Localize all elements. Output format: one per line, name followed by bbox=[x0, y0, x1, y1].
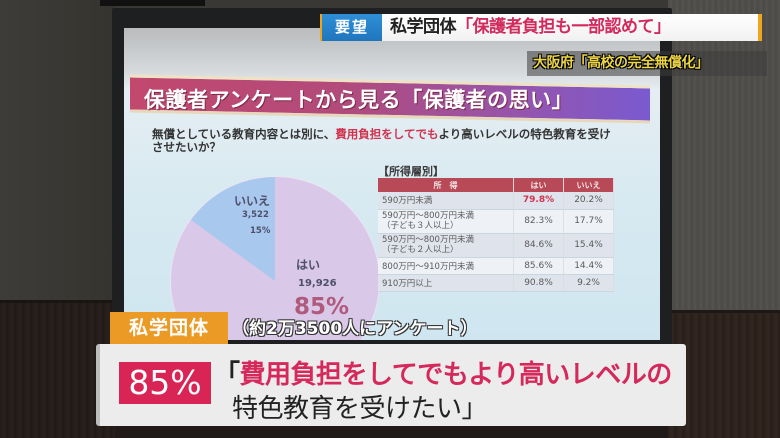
income-cell: 590万円〜800万円未満 （子ども２人以上） bbox=[378, 233, 514, 258]
headline-quote: 「保護者負担も一部認めて」 bbox=[456, 17, 671, 37]
table-row: 590万円未満 79.8% 20.2% bbox=[378, 192, 614, 210]
wall-panel-left bbox=[0, 300, 115, 438]
yes-cell: 79.8% bbox=[513, 192, 564, 210]
income-line2: （子ども２人以上） bbox=[382, 245, 459, 255]
table-row: 910万円以上 90.8% 9.2% bbox=[378, 274, 614, 292]
income-cell: 590万円〜800万円未満 （子ども３人以上） bbox=[378, 209, 514, 234]
income-cell: 590万円未満 bbox=[378, 192, 514, 210]
caption-line-1: 「費用負担をしてでもより高いレベルの bbox=[214, 354, 672, 391]
pie-yes-count: 19,926 bbox=[298, 278, 337, 289]
income-cell: 800万円〜910万円未満 bbox=[378, 257, 514, 275]
income-line2: （子ども３人以上） bbox=[382, 221, 459, 231]
income-line1: 590万円〜800万円未満 bbox=[382, 235, 474, 245]
headline-text: 私学団体「保護者負担も一部認めて」 bbox=[390, 15, 671, 40]
open-quote: 「 bbox=[214, 360, 240, 390]
presentation-slide: 保護者アンケートから見る「保護者の思い」 無償としている教育内容とは別に、費用負… bbox=[124, 28, 660, 340]
pie-yes-label: はい bbox=[296, 258, 321, 272]
wall-left bbox=[0, 0, 115, 300]
no-cell: 17.7% bbox=[563, 209, 614, 234]
header-no: いいえ bbox=[563, 178, 614, 192]
table-row: 590万円〜800万円未満 （子ども２人以上） 84.6% 15.4% bbox=[378, 233, 614, 258]
income-line1: 590万円〜800万円未満 bbox=[382, 211, 474, 221]
pie-yes-percent: 85% bbox=[294, 294, 350, 320]
yes-cell: 82.3% bbox=[513, 209, 564, 234]
table-row: 800万円〜910万円未満 85.6% 14.4% bbox=[378, 257, 614, 275]
income-table: 所 得 はい いいえ 590万円未満 79.8% 20.2% 590万円〜800… bbox=[378, 178, 614, 292]
subheadline-bar bbox=[527, 51, 767, 76]
income-cell: 910万円以上 bbox=[378, 274, 514, 292]
question-text: 無償としている教育内容とは別に、 bbox=[152, 127, 336, 141]
speaker-tag: 私学団体 bbox=[110, 312, 228, 344]
headline-badge: 要望 bbox=[322, 14, 382, 41]
screen-mount bbox=[100, 0, 205, 6]
no-cell: 14.4% bbox=[563, 257, 614, 275]
subheadline-text: 大阪府「高校の完全無償化」 bbox=[533, 55, 709, 71]
table-header-row: 所 得 はい いいえ bbox=[378, 178, 614, 192]
slide-title: 保護者アンケートから見る「保護者の思い」 bbox=[144, 88, 574, 112]
yes-cell: 90.8% bbox=[513, 274, 564, 292]
pie-no-label: いいえ bbox=[234, 194, 271, 208]
header-yes: はい bbox=[513, 178, 564, 192]
headline-speaker: 私学団体 bbox=[390, 17, 457, 37]
no-cell: 20.2% bbox=[563, 192, 614, 210]
headline-bar bbox=[322, 14, 762, 41]
table-caption: 【所得層別】 bbox=[378, 165, 444, 178]
survey-note: （約2万3500人にアンケート） bbox=[232, 319, 478, 339]
caption-line-2: 特色教育を受けたい」 bbox=[232, 394, 488, 424]
percent-badge: 85% bbox=[119, 362, 211, 404]
wall-panel-right bbox=[668, 310, 780, 438]
question-text-end: より高いレベルの特色教育を受けさせたいか？ bbox=[152, 127, 611, 154]
caption-highlight: 費用負担をしてでもより高いレベルの bbox=[239, 360, 673, 390]
slide-question: 無償としている教育内容とは別に、費用負担をしてでもより高いレベルの特色教育を受け… bbox=[152, 128, 622, 154]
header-income: 所 得 bbox=[378, 178, 514, 192]
no-cell: 15.4% bbox=[563, 233, 614, 258]
pie-no-percent: 15% bbox=[250, 226, 271, 236]
yes-cell: 84.6% bbox=[513, 233, 564, 258]
no-cell: 9.2% bbox=[563, 274, 614, 292]
pie-no-count: 3,522 bbox=[242, 210, 269, 220]
wall-right bbox=[668, 0, 780, 310]
table-row: 590万円〜800万円未満 （子ども３人以上） 82.3% 17.7% bbox=[378, 209, 614, 234]
yes-cell: 85.6% bbox=[513, 257, 564, 275]
question-highlight: 費用負担をしてでも bbox=[335, 127, 439, 141]
